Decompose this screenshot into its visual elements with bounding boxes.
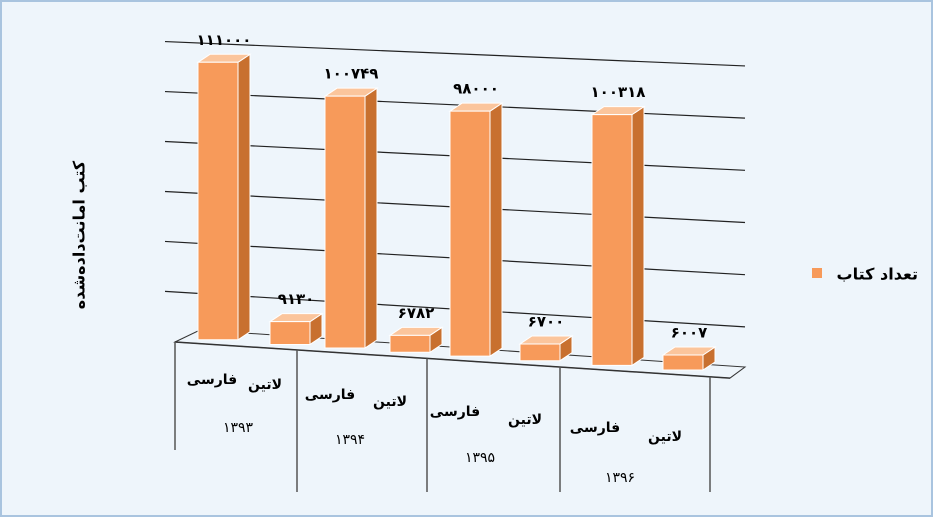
value-label: ۱۱۱۰۰۰ xyxy=(197,31,252,49)
bar xyxy=(323,87,379,349)
y-axis-label: کتب امانت‌داده‌شده xyxy=(70,160,89,309)
group-label: ۱۳۹۶ xyxy=(605,470,635,486)
legend-label: تعداد کتاب xyxy=(837,265,918,284)
x-tick-label: فارسی xyxy=(570,420,620,436)
grid-line xyxy=(174,341,731,379)
x-tick-label: فارسی xyxy=(187,372,237,388)
bar xyxy=(268,312,324,346)
bar xyxy=(518,335,574,362)
legend-swatch xyxy=(812,268,822,278)
value-label: ۶۷۰۰ xyxy=(528,312,565,330)
x-tick-label: فارسی xyxy=(305,387,355,403)
value-label: ۹۸۰۰۰ xyxy=(453,80,499,98)
grid-line xyxy=(164,40,746,67)
x-tick-label: لاتین xyxy=(508,412,542,428)
x-tick-label: فارسی xyxy=(430,404,480,420)
x-tick-label: لاتین xyxy=(248,377,282,393)
group-label: ۱۳۹۵ xyxy=(465,450,495,466)
x-tick-label: لاتین xyxy=(648,429,682,445)
bar xyxy=(196,53,252,341)
bar xyxy=(388,326,444,354)
grid-line xyxy=(164,90,746,119)
value-label: ۶۰۰۷ xyxy=(671,324,708,342)
x-tick-label: لاتین xyxy=(373,394,407,410)
value-label: ۱۰۰۷۴۹ xyxy=(324,65,379,83)
bar xyxy=(661,346,717,371)
value-label: ۹۱۳۰ xyxy=(278,290,315,308)
value-label: ۶۷۸۲ xyxy=(398,304,435,322)
group-label: ۱۳۹۴ xyxy=(335,432,365,448)
value-label: ۱۰۰۳۱۸ xyxy=(591,83,646,101)
group-label: ۱۳۹۳ xyxy=(223,420,254,436)
bar xyxy=(590,105,646,367)
bar xyxy=(448,102,504,358)
